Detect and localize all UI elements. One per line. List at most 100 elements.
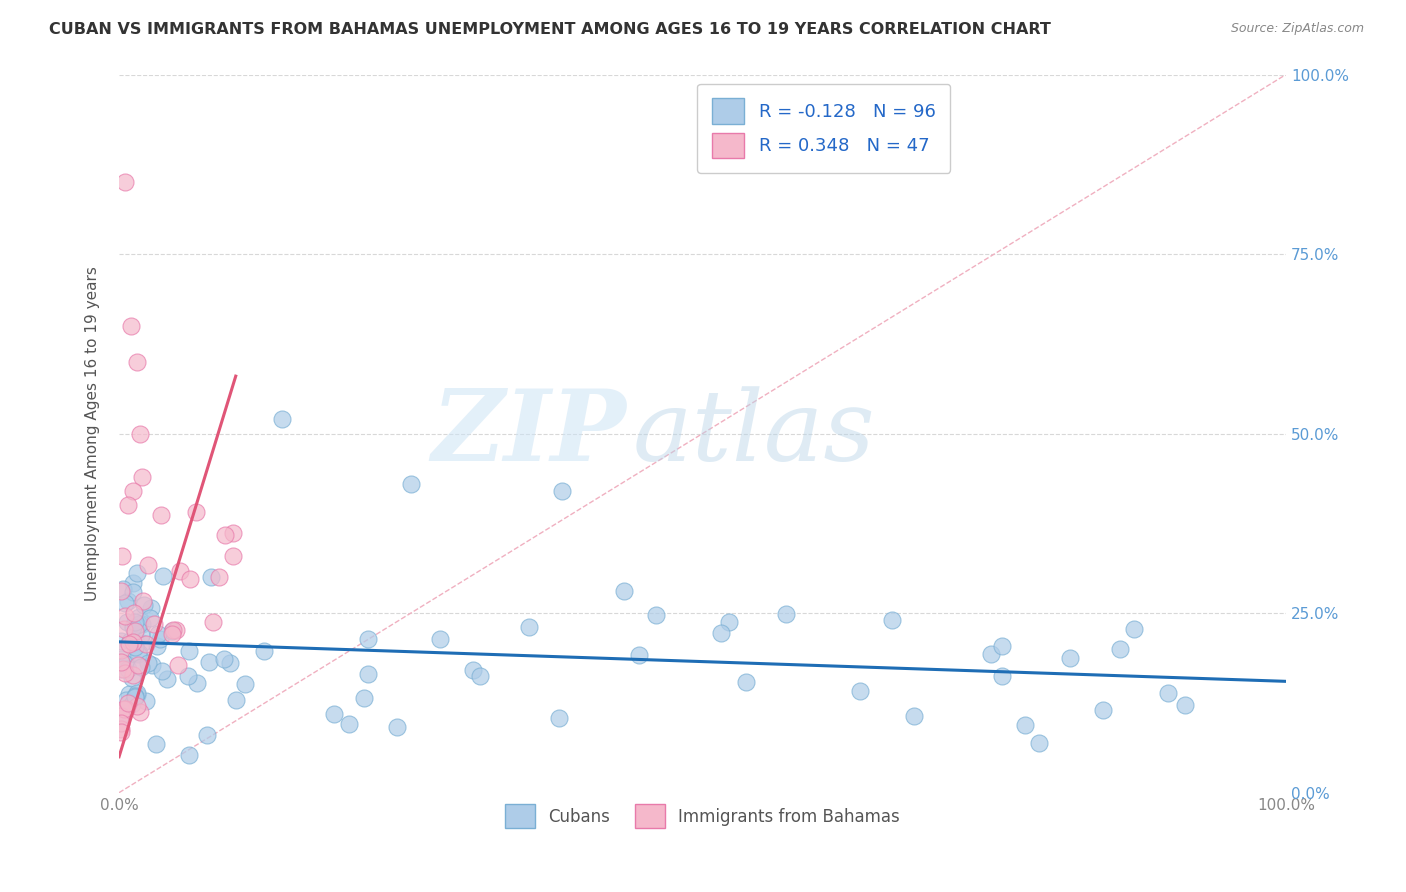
Point <box>461 663 484 677</box>
Point <box>148 627 170 641</box>
Point <box>233 677 256 691</box>
Point <box>131 617 153 632</box>
Point <box>880 613 903 627</box>
Point <box>115 693 138 707</box>
Point <box>468 669 491 683</box>
Point <box>128 617 150 632</box>
Point <box>253 644 276 658</box>
Point <box>219 656 242 670</box>
Point <box>735 674 758 689</box>
Point <box>200 570 222 584</box>
Point <box>131 636 153 650</box>
Point <box>718 615 741 630</box>
Point <box>991 639 1014 653</box>
Point <box>179 644 201 658</box>
Point <box>118 634 141 648</box>
Point <box>353 690 375 705</box>
Point <box>114 596 136 610</box>
Point <box>160 627 183 641</box>
Point <box>115 615 138 630</box>
Point <box>177 748 200 763</box>
Point <box>214 528 236 542</box>
Point <box>125 688 148 702</box>
Point <box>124 690 146 704</box>
Point <box>903 709 925 723</box>
Point <box>186 505 208 519</box>
Point <box>128 646 150 660</box>
Point <box>129 426 152 441</box>
Point <box>429 632 451 646</box>
Point <box>110 583 132 598</box>
Point <box>121 697 143 711</box>
Point <box>186 676 208 690</box>
Point <box>149 508 172 523</box>
Point <box>519 620 541 634</box>
Point <box>114 608 136 623</box>
Point <box>710 625 733 640</box>
Point <box>122 606 145 620</box>
Point <box>201 615 224 629</box>
Point <box>356 632 378 646</box>
Point <box>117 499 139 513</box>
Point <box>110 724 132 739</box>
Point <box>167 657 190 672</box>
Point <box>121 620 143 634</box>
Point <box>117 696 139 710</box>
Point <box>110 716 132 731</box>
Point <box>337 717 360 731</box>
Point <box>125 635 148 649</box>
Point <box>1174 698 1197 713</box>
Point <box>122 668 145 682</box>
Point <box>114 666 136 681</box>
Point <box>118 687 141 701</box>
Point <box>165 624 187 638</box>
Point <box>143 616 166 631</box>
Point <box>122 483 145 498</box>
Point <box>551 483 574 498</box>
Point <box>139 610 162 624</box>
Point <box>110 643 132 657</box>
Point <box>117 662 139 676</box>
Point <box>145 639 167 653</box>
Point <box>114 657 136 671</box>
Point <box>225 693 247 707</box>
Point <box>627 648 650 662</box>
Point <box>849 683 872 698</box>
Point <box>399 476 422 491</box>
Point <box>145 737 167 751</box>
Point <box>991 669 1014 683</box>
Point <box>141 657 163 672</box>
Point <box>548 711 571 725</box>
Point <box>114 702 136 716</box>
Point <box>1014 718 1036 732</box>
Point <box>323 707 346 722</box>
Point <box>124 624 146 639</box>
Point <box>131 594 153 608</box>
Point <box>644 607 666 622</box>
Point <box>1028 736 1050 750</box>
Point <box>141 600 163 615</box>
Y-axis label: Unemployment Among Ages 16 to 19 years: Unemployment Among Ages 16 to 19 years <box>86 266 100 601</box>
Point <box>1091 703 1114 717</box>
Point <box>120 318 142 333</box>
Point <box>150 664 173 678</box>
Text: CUBAN VS IMMIGRANTS FROM BAHAMAS UNEMPLOYMENT AMONG AGES 16 TO 19 YEARS CORRELAT: CUBAN VS IMMIGRANTS FROM BAHAMAS UNEMPLO… <box>49 22 1052 37</box>
Point <box>110 652 132 666</box>
Point <box>1157 686 1180 700</box>
Point <box>114 702 136 716</box>
Point <box>117 593 139 607</box>
Point <box>135 694 157 708</box>
Point <box>129 628 152 642</box>
Point <box>124 689 146 703</box>
Point <box>613 583 636 598</box>
Point <box>122 635 145 649</box>
Point <box>271 412 294 426</box>
Point <box>121 671 143 685</box>
Point <box>162 624 184 638</box>
Point <box>110 633 132 648</box>
Point <box>129 660 152 674</box>
Point <box>110 655 132 669</box>
Point <box>222 525 245 540</box>
Point <box>125 566 148 581</box>
Point <box>132 598 155 612</box>
